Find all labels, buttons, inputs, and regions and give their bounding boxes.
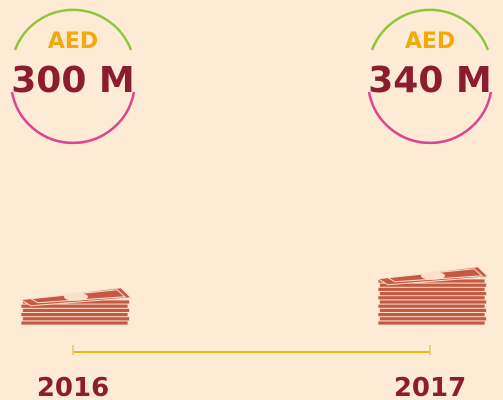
currency: AED <box>405 29 455 54</box>
bill-edge <box>377 312 486 318</box>
bill-center <box>421 271 445 280</box>
bill-edge <box>20 312 129 318</box>
bill-edge <box>377 286 486 292</box>
ring-top <box>370 8 490 51</box>
bill-edge <box>377 303 486 309</box>
bill-edge <box>379 299 487 305</box>
money-stack <box>376 266 490 326</box>
ring-bottom <box>367 91 493 145</box>
ring-bottom <box>10 91 136 145</box>
currency: AED <box>48 29 98 54</box>
ring-top <box>13 8 133 51</box>
bill-edge <box>22 307 130 313</box>
bill-edge <box>377 320 486 326</box>
bill-inner <box>29 289 127 304</box>
bill-inner <box>386 268 484 283</box>
amount: 340 M <box>368 60 492 101</box>
bill-edge <box>20 320 129 326</box>
bill-edge <box>379 291 487 297</box>
bill-edge <box>22 316 130 322</box>
amount: 300 M <box>11 60 135 101</box>
money-stack <box>19 287 133 326</box>
year: 2017 <box>394 373 466 400</box>
year: 2016 <box>37 373 109 400</box>
bill-edge <box>379 307 487 313</box>
bill-edge <box>379 316 487 322</box>
bill-edge <box>377 295 486 301</box>
bill-center <box>64 292 88 301</box>
